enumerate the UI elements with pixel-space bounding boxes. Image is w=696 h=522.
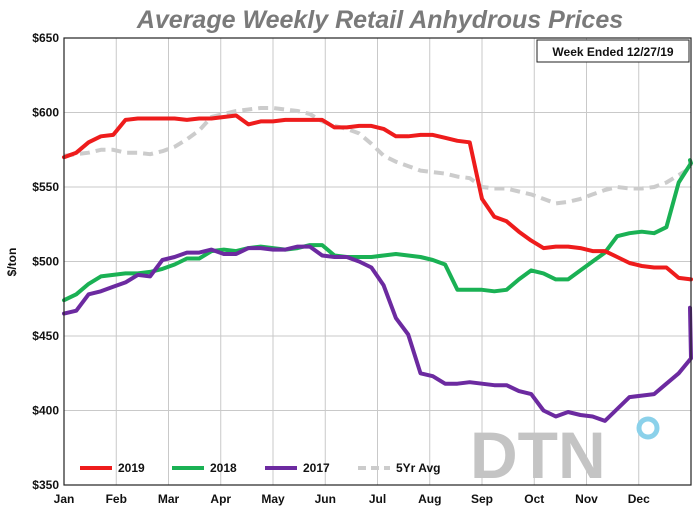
legend-label: 2018 <box>210 461 237 475</box>
legend-label: 5Yr Avg <box>396 461 440 475</box>
x-tick-label: Sep <box>471 492 493 506</box>
week-ended-text: Week Ended 12/27/19 <box>552 45 674 59</box>
x-tick-label: May <box>261 492 285 506</box>
y-tick-label: $650 <box>32 31 59 45</box>
y-axis-ticks: $350 $400 $450 $500 $550 $600 $650 <box>32 31 59 492</box>
x-axis-ticks: Jan Feb Mar Apr May Jun Jul Aug Sep Oct Nov Dec <box>54 492 650 506</box>
legend-label: 2019 <box>118 461 145 475</box>
series-lines <box>62 106 693 423</box>
x-tick-label: Feb <box>106 492 127 506</box>
x-tick-label: Aug <box>418 492 441 506</box>
x-tick-label: Oct <box>524 492 544 506</box>
week-ended-annotation: Week Ended 12/27/19 <box>536 39 690 63</box>
y-tick-label: $400 <box>32 404 59 418</box>
chart-title: Average Weekly Retail Anhydrous Prices <box>136 6 623 34</box>
y-tick-label: $600 <box>32 106 59 120</box>
x-tick-label: Jan <box>54 492 75 506</box>
y-tick-label: $550 <box>32 180 59 194</box>
dtn-logo-dot <box>636 416 660 440</box>
y-tick-label: $450 <box>32 329 59 343</box>
dtn-logo-text: DTN <box>470 418 606 492</box>
x-tick-label: Mar <box>158 492 180 506</box>
y-tick-label: $350 <box>32 478 59 492</box>
plot-frame <box>63 37 692 486</box>
x-tick-label: Apr <box>210 492 231 506</box>
series-line-2019 <box>62 113 693 282</box>
x-tick-label: Nov <box>575 492 598 506</box>
legend: 2019 2018 2017 5Yr Avg <box>80 461 440 475</box>
grid-lines <box>64 38 691 485</box>
series-line-2017 <box>62 244 693 423</box>
x-tick-label: Dec <box>628 492 650 506</box>
legend-label: 2017 <box>303 461 330 475</box>
series-line-2018 <box>62 158 693 303</box>
y-tick-label: $500 <box>32 255 59 269</box>
x-tick-label: Jul <box>369 492 386 506</box>
dtn-logo: DTN <box>470 416 660 492</box>
x-tick-label: Jun <box>315 492 336 506</box>
y-axis-label: $/ton <box>5 248 19 277</box>
